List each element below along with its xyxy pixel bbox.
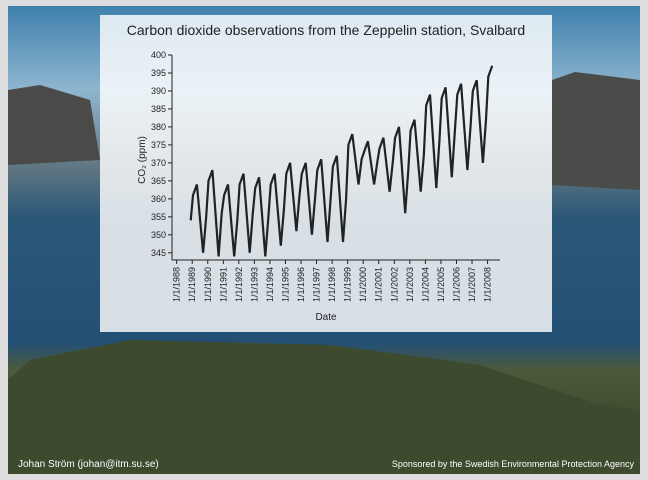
x-tick-label: 1/1/2007 (467, 267, 477, 302)
x-tick-label: 1/1/1988 (172, 267, 182, 302)
y-tick-label: 395 (151, 68, 166, 78)
author: Johan Ström (johan@itm.su.se) (18, 459, 159, 470)
y-tick-label: 390 (151, 86, 166, 96)
y-axis-label: CO₂ (ppm) (137, 136, 148, 184)
x-tick-label: 1/1/1991 (218, 267, 228, 302)
mountain (552, 72, 640, 190)
x-tick-label: 1/1/1996 (296, 267, 306, 302)
x-tick-label: 1/1/2003 (405, 267, 415, 302)
y-tick-label: 370 (151, 158, 166, 168)
x-tick-label: 1/1/1997 (312, 267, 322, 302)
x-tick-label: 1/1/1993 (249, 267, 259, 302)
x-tick-label: 1/1/1999 (343, 267, 353, 302)
x-tick-label: 1/1/1990 (203, 267, 213, 302)
chart-title: Carbon dioxide observations from the Zep… (127, 22, 525, 38)
y-tick-label: 345 (151, 248, 166, 258)
y-tick-label: 365 (151, 176, 166, 186)
x-tick-label: 1/1/2002 (389, 267, 399, 302)
x-tick-label: 1/1/1989 (187, 267, 197, 302)
y-tick-label: 385 (151, 104, 166, 114)
x-tick-label: 1/1/2006 (451, 267, 461, 302)
x-tick-label: 1/1/2008 (483, 267, 493, 302)
y-tick-label: 400 (151, 50, 166, 60)
x-tick-label: 1/1/2005 (436, 267, 446, 302)
x-tick-label: 1/1/1992 (234, 267, 244, 302)
x-tick-label: 1/1/2004 (420, 267, 430, 302)
x-axis-label: Date (315, 312, 337, 323)
y-tick-label: 355 (151, 212, 166, 222)
x-tick-label: 1/1/1994 (265, 267, 275, 302)
y-tick-label: 380 (151, 122, 166, 132)
y-tick-label: 360 (151, 194, 166, 204)
y-tick-label: 350 (151, 230, 166, 240)
x-tick-label: 1/1/1998 (327, 267, 337, 302)
chart: Carbon dioxide observations from the Zep… (0, 0, 648, 480)
x-tick-label: 1/1/1995 (280, 267, 290, 302)
x-tick-label: 1/1/2001 (374, 267, 384, 302)
sponsor: Sponsored by the Swedish Environmental P… (392, 459, 635, 469)
x-tick-label: 1/1/2000 (358, 267, 368, 302)
y-tick-label: 375 (151, 140, 166, 150)
slide: Carbon dioxide observations from the Zep… (0, 0, 648, 480)
